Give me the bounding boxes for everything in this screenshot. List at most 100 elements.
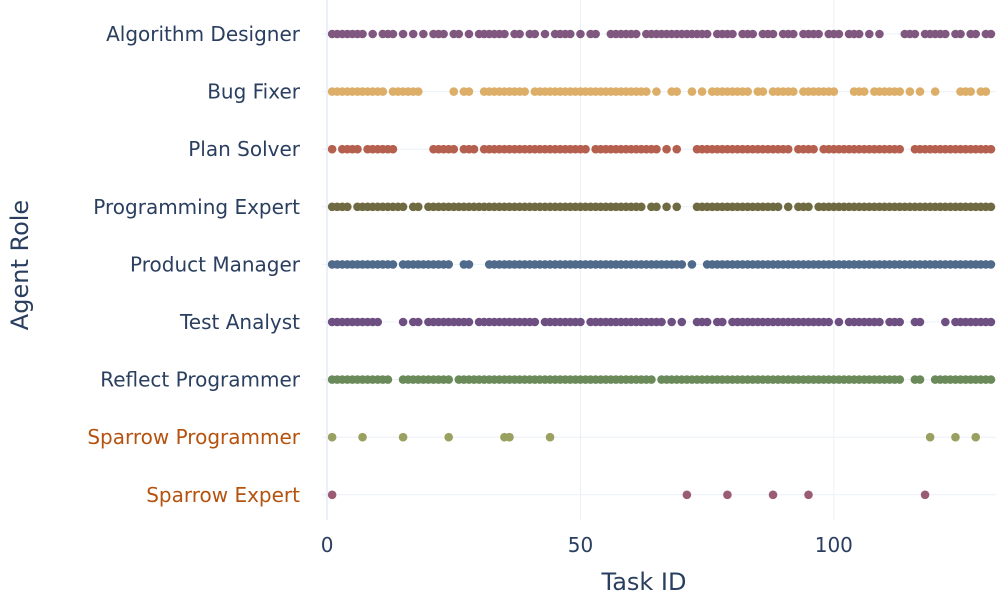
data-point[interactable]: [515, 29, 524, 39]
data-point[interactable]: [672, 87, 682, 96]
data-point[interactable]: [652, 202, 661, 212]
data-point[interactable]: [358, 432, 367, 442]
data-point[interactable]: [464, 29, 474, 39]
data-point[interactable]: [915, 375, 925, 384]
data-point[interactable]: [986, 29, 996, 39]
data-point[interactable]: [591, 29, 600, 39]
data-point[interactable]: [464, 317, 474, 327]
data-point[interactable]: [677, 260, 687, 269]
data-point[interactable]: [697, 87, 707, 96]
data-point[interactable]: [809, 144, 818, 154]
data-point[interactable]: [920, 490, 930, 500]
data-point[interactable]: [383, 375, 393, 384]
data-point[interactable]: [398, 29, 408, 39]
data-point[interactable]: [576, 29, 585, 39]
data-point[interactable]: [388, 144, 398, 154]
data-point[interactable]: [631, 29, 641, 39]
data-point[interactable]: [854, 29, 864, 39]
data-point[interactable]: [834, 317, 844, 327]
data-point[interactable]: [398, 317, 408, 327]
data-point[interactable]: [657, 317, 666, 327]
data-point[interactable]: [971, 432, 981, 442]
data-point[interactable]: [545, 432, 555, 442]
data-point[interactable]: [444, 260, 453, 269]
data-point[interactable]: [783, 144, 793, 154]
data-point[interactable]: [986, 202, 996, 212]
data-point[interactable]: [449, 87, 459, 96]
data-point[interactable]: [408, 29, 418, 39]
data-point[interactable]: [464, 260, 474, 269]
data-point[interactable]: [768, 490, 778, 500]
data-point[interactable]: [581, 144, 590, 154]
data-point[interactable]: [378, 87, 388, 96]
data-point[interactable]: [388, 29, 398, 39]
data-point[interactable]: [951, 432, 960, 442]
data-point[interactable]: [444, 375, 453, 384]
data-point[interactable]: [728, 29, 737, 39]
data-point[interactable]: [834, 29, 844, 39]
data-point[interactable]: [652, 87, 661, 96]
data-point[interactable]: [413, 317, 423, 327]
data-point[interactable]: [788, 29, 798, 39]
data-point[interactable]: [859, 87, 869, 96]
data-point[interactable]: [718, 317, 727, 327]
data-point[interactable]: [413, 87, 423, 96]
data-point[interactable]: [814, 29, 823, 39]
data-point[interactable]: [500, 29, 509, 39]
data-point[interactable]: [652, 144, 661, 154]
data-point[interactable]: [824, 317, 834, 327]
data-point[interactable]: [419, 29, 428, 39]
data-point[interactable]: [505, 432, 514, 442]
data-point[interactable]: [353, 144, 362, 154]
data-point[interactable]: [464, 87, 474, 96]
data-point[interactable]: [748, 29, 758, 39]
data-point[interactable]: [672, 144, 682, 154]
data-point[interactable]: [454, 29, 464, 39]
data-point[interactable]: [358, 29, 367, 39]
data-point[interactable]: [398, 202, 408, 212]
data-point[interactable]: [986, 144, 996, 154]
data-point[interactable]: [368, 29, 377, 39]
data-point[interactable]: [910, 29, 920, 39]
data-point[interactable]: [905, 87, 915, 96]
data-point[interactable]: [388, 260, 398, 269]
data-point[interactable]: [530, 317, 540, 327]
data-point[interactable]: [758, 87, 768, 96]
data-point[interactable]: [875, 29, 884, 39]
data-point[interactable]: [530, 29, 540, 39]
data-point[interactable]: [449, 144, 459, 154]
data-point[interactable]: [941, 29, 950, 39]
data-point[interactable]: [941, 317, 950, 327]
data-point[interactable]: [520, 87, 530, 96]
data-point[interactable]: [986, 260, 996, 269]
data-point[interactable]: [971, 29, 981, 39]
data-point[interactable]: [804, 202, 813, 212]
data-point[interactable]: [981, 87, 991, 96]
data-point[interactable]: [986, 375, 996, 384]
data-point[interactable]: [783, 202, 793, 212]
data-point[interactable]: [647, 375, 656, 384]
data-point[interactable]: [702, 317, 712, 327]
data-point[interactable]: [373, 317, 383, 327]
data-point[interactable]: [444, 432, 453, 442]
data-point[interactable]: [687, 87, 697, 96]
data-point[interactable]: [956, 29, 965, 39]
data-point[interactable]: [865, 29, 874, 39]
data-point[interactable]: [925, 432, 935, 442]
data-point[interactable]: [682, 490, 692, 500]
data-point[interactable]: [895, 87, 905, 96]
data-point[interactable]: [469, 144, 479, 154]
data-point[interactable]: [327, 490, 337, 500]
data-point[interactable]: [723, 490, 732, 500]
data-point[interactable]: [642, 87, 651, 96]
data-point[interactable]: [966, 87, 975, 96]
data-point[interactable]: [930, 87, 940, 96]
data-point[interactable]: [895, 144, 905, 154]
data-point[interactable]: [677, 317, 687, 327]
data-point[interactable]: [566, 29, 575, 39]
data-point[interactable]: [915, 87, 925, 96]
data-point[interactable]: [773, 202, 783, 212]
data-point[interactable]: [743, 87, 752, 96]
data-point[interactable]: [915, 317, 925, 327]
data-point[interactable]: [667, 317, 676, 327]
